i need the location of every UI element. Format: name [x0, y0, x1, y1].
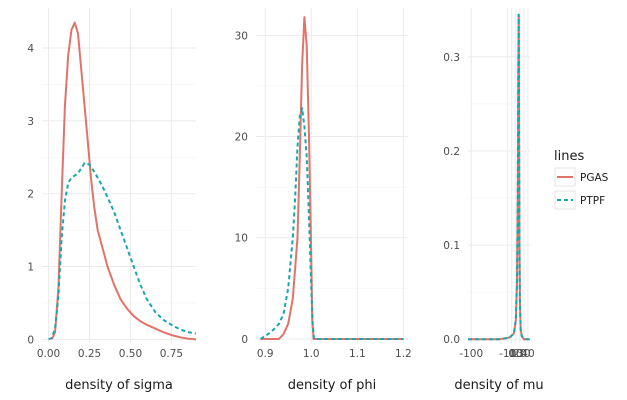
series-line-ptpf-mu [468, 13, 530, 341]
x-tick-label: 1.2 [395, 348, 412, 360]
x-tick-label: 1.0 [303, 348, 320, 360]
legend-title: lines [554, 149, 584, 164]
y-tick-label: 20 [235, 132, 248, 144]
legend: lines PGAS PTPF [554, 149, 609, 210]
x-tick-label: 0.00 [37, 348, 60, 360]
x-tick-label: 0.50 [119, 348, 142, 360]
x-axis-title-sigma: density of sigma [65, 378, 173, 393]
x-tick-label: 10 [509, 348, 522, 360]
legend-label-pgas: PGAS [580, 172, 609, 184]
x-tick-label: -100 [459, 348, 483, 360]
y-tick-label: 10 [235, 233, 248, 245]
series-line-pgas-mu [468, 13, 530, 341]
x-axis-title-phi: density of phi [288, 378, 377, 393]
x-tick-label: 0 [508, 348, 515, 360]
y-tick-label: 30 [235, 30, 248, 42]
x-tick-label: -10 [499, 348, 516, 360]
panel-sigma: 0 1 2 3 4 0.00 0.25 0.50 0.75 density of sigma [27, 8, 197, 393]
y-tick-label: 0.1 [443, 240, 460, 252]
y-tick-label: 2 [27, 189, 34, 201]
x-axis-title-mu: density of mu [454, 378, 543, 393]
x-tick-label: 40 [521, 348, 534, 360]
y-tick-label: 0.3 [443, 52, 460, 64]
series-line-ptpf-phi [260, 107, 404, 340]
x-tick-label: 20 [513, 348, 526, 360]
y-tick-label: 3 [27, 116, 34, 128]
y-tick-label: 1 [27, 262, 34, 274]
series-line-pgas-phi [260, 16, 404, 340]
panel-phi: 0 10 20 30 0.9 1.0 1.1 1.2 density of phi [235, 8, 412, 393]
x-tick-label: 1.1 [349, 348, 366, 360]
x-tick-label: 0.9 [257, 348, 274, 360]
x-tick-label: 30 [517, 348, 530, 360]
series-line-ptpf-sigma [48, 162, 197, 341]
y-tick-label: 0.0 [443, 334, 460, 346]
series-line-pgas-sigma [50, 21, 197, 341]
y-tick-label: 0 [241, 334, 248, 346]
x-tick-label: 0.75 [160, 348, 183, 360]
y-tick-label: 0.2 [443, 146, 460, 158]
x-tick-label: 0.25 [78, 348, 101, 360]
legend-label-ptpf: PTPF [580, 195, 605, 207]
y-tick-label: 4 [27, 43, 34, 55]
y-tick-label: 0 [27, 334, 34, 346]
